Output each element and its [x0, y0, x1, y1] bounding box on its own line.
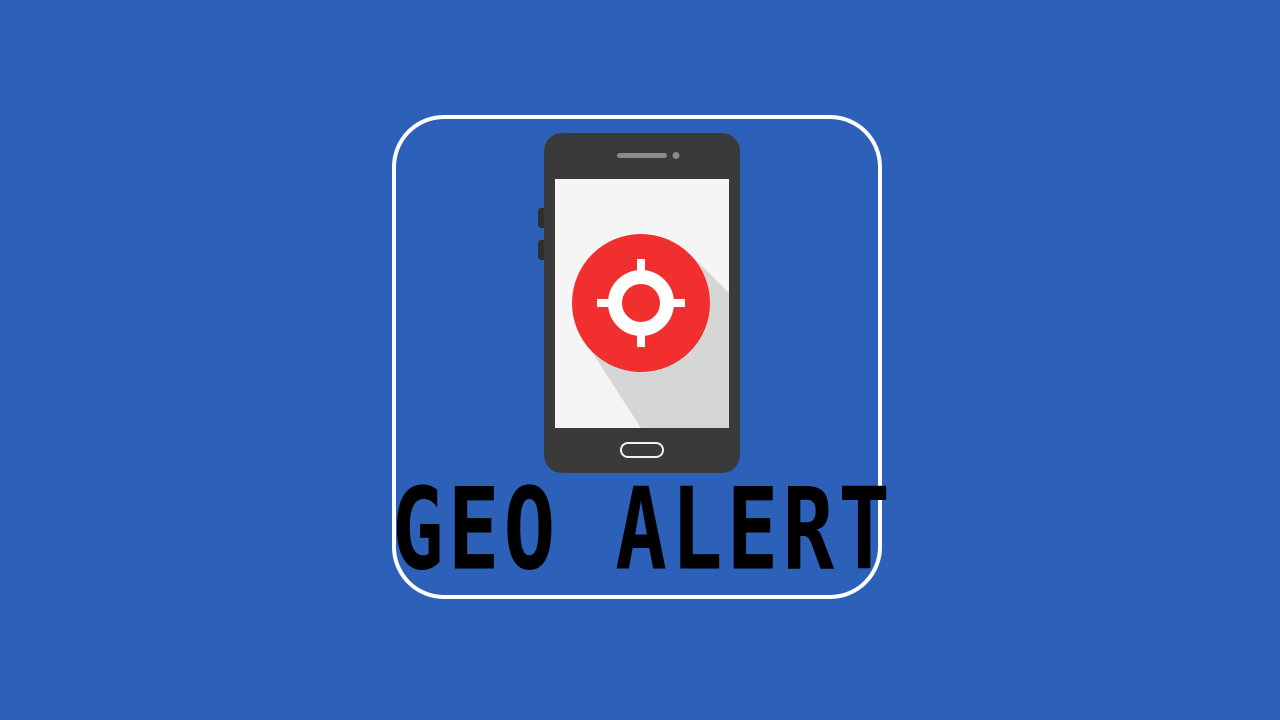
- app-title: GEO ALERT: [392, 464, 894, 596]
- phone-camera: [672, 152, 680, 159]
- phone-speaker: [617, 153, 667, 158]
- phone-home-button: [620, 442, 664, 458]
- crosshair-target-icon: [572, 234, 710, 372]
- app-icon-frame: [392, 115, 882, 599]
